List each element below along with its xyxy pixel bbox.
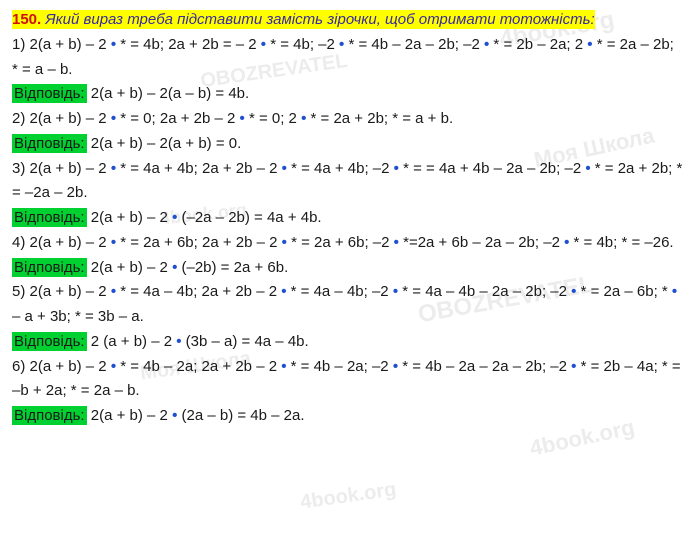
question-number: 150. — [12, 11, 41, 28]
answer-label: Відповідь: — [12, 258, 87, 277]
answer-label: Відповідь: — [12, 208, 87, 227]
answer-text: 2(a + b) – 2(a – b) = 4b. — [87, 85, 250, 102]
question-body: Який вираз треба підставити замість зіро… — [41, 11, 595, 28]
answer-text: 2(a + b) – 2 • (–2b) = 2a + 6b. — [87, 259, 289, 276]
work-line: 2) 2(a + b) – 2 • * = 0; 2a + 2b – 2 • *… — [12, 107, 683, 132]
work-line: 3) 2(a + b) – 2 • * = 4a + 4b; 2a + 2b –… — [12, 157, 683, 207]
answer-label: Відповідь: — [12, 406, 87, 425]
answer-label: Відповідь: — [12, 134, 87, 153]
answer-line: Відповідь: 2(a + b) – 2 • (–2b) = 2a + 6… — [12, 256, 683, 281]
answer-label: Відповідь: — [12, 332, 87, 351]
question-text: 150. Який вираз треба підставити замість… — [12, 10, 595, 29]
answer-line: Відповідь: 2(a + b) – 2(a + b) = 0. — [12, 132, 683, 157]
work-line: 5) 2(a + b) – 2 • * = 4a – 4b; 2a + 2b –… — [12, 280, 683, 330]
content-container: 150. Який вираз треба підставити замість… — [12, 8, 683, 429]
work-line: 4) 2(a + b) – 2 • * = 2a + 6b; 2a + 2b –… — [12, 231, 683, 256]
answer-line: Відповідь: 2(a + b) – 2 • (–2a – 2b) = 4… — [12, 206, 683, 231]
answer-label: Відповідь: — [12, 84, 87, 103]
answer-text: 2(a + b) – 2(a + b) = 0. — [87, 135, 242, 152]
answer-line: Відповідь: 2(a + b) – 2(a – b) = 4b. — [12, 82, 683, 107]
items-container: 1) 2(a + b) – 2 • * = 4b; 2a + 2b = – 2 … — [12, 33, 683, 429]
answer-text: 2 (a + b) – 2 • (3b – a) = 4a – 4b. — [87, 333, 309, 350]
watermark: 4book.org — [298, 473, 398, 519]
work-line: 1) 2(a + b) – 2 • * = 4b; 2a + 2b = – 2 … — [12, 33, 683, 83]
answer-line: Відповідь: 2(a + b) – 2 • (2a – b) = 4b … — [12, 404, 683, 429]
work-line: 6) 2(a + b) – 2 • * = 4b – 2a; 2a + 2b –… — [12, 355, 683, 405]
answer-text: 2(a + b) – 2 • (2a – b) = 4b – 2a. — [87, 407, 305, 424]
answer-line: Відповідь: 2 (a + b) – 2 • (3b – a) = 4a… — [12, 330, 683, 355]
question-block: 150. Який вираз треба підставити замість… — [12, 8, 683, 33]
answer-text: 2(a + b) – 2 • (–2a – 2b) = 4a + 4b. — [87, 209, 322, 226]
